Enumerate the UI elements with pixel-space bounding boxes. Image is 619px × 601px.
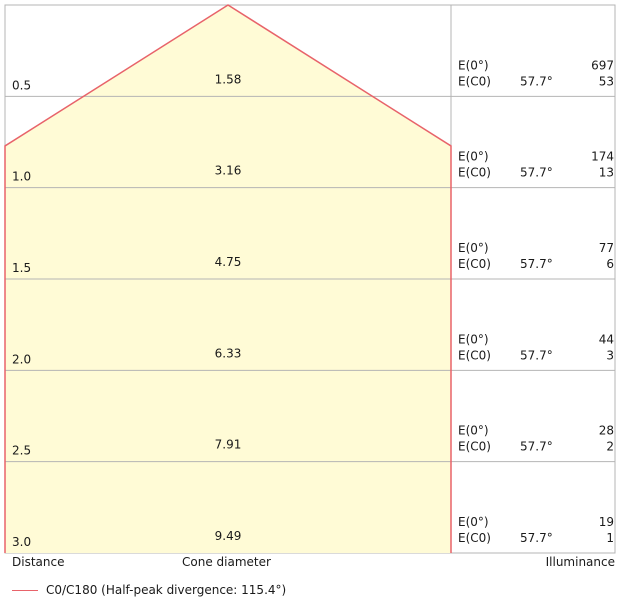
cone-diameter-label: 3.16 <box>215 164 242 178</box>
e0-label: E(0°) <box>458 424 489 438</box>
ec0-label: E(C0) <box>458 531 491 545</box>
angle-label: 57.7° <box>520 531 553 545</box>
e0-value: 19 <box>599 515 614 529</box>
angle-label: 57.7° <box>520 348 553 362</box>
e0-label: E(0°) <box>458 515 489 529</box>
ec0-label: E(C0) <box>458 440 491 454</box>
distance-label: 3.0 <box>12 535 31 549</box>
cone-outline <box>4 4 452 553</box>
angle-label: 57.7° <box>520 166 553 180</box>
distance-label: 1.5 <box>12 261 31 275</box>
ec0-value: 2 <box>606 440 614 454</box>
ec0-label: E(C0) <box>458 74 491 88</box>
distance-axis-label: Distance <box>12 555 65 569</box>
angle-label: 57.7° <box>520 74 553 88</box>
ec0-value: 1 <box>606 531 614 545</box>
ec0-value: 53 <box>599 74 614 88</box>
e0-label: E(0°) <box>458 150 489 164</box>
ec0-label: E(C0) <box>458 166 491 180</box>
cone-diameter-label: 4.75 <box>215 255 242 269</box>
legend: C0/C180 (Half-peak divergence: 115.4°) <box>12 582 286 598</box>
e0-value: 697 <box>591 58 614 72</box>
ec0-label: E(C0) <box>458 348 491 362</box>
cone-diameter-label: 1.58 <box>215 72 242 86</box>
e0-label: E(0°) <box>458 241 489 255</box>
ec0-label: E(C0) <box>458 257 491 271</box>
e0-label: E(0°) <box>458 332 489 346</box>
cone-diameter-label: 6.33 <box>215 346 242 360</box>
cone-diagram: 0.5 1.58 E(0°) E(C0) 57.7° 697 53 1.0 3.16 E(0°) E… <box>4 4 616 554</box>
e0-value: 44 <box>599 332 614 346</box>
angle-label: 57.7° <box>520 257 553 271</box>
ec0-value: 13 <box>599 166 614 180</box>
cone-diameter-label: 9.49 <box>215 529 242 543</box>
cone-diameter-label: 7.91 <box>215 438 242 452</box>
angle-label: 57.7° <box>520 440 553 454</box>
illuminance-axis-label: Illuminance <box>545 555 615 569</box>
legend-label: C0/C180 (Half-peak divergence: 115.4°) <box>46 583 287 597</box>
e0-value: 77 <box>599 241 614 255</box>
ec0-value: 3 <box>606 348 614 362</box>
distance-label: 1.0 <box>12 170 31 184</box>
e0-value: 174 <box>591 150 614 164</box>
ec0-value: 6 <box>606 257 614 271</box>
e0-value: 28 <box>599 424 614 438</box>
legend-swatch <box>12 589 38 591</box>
cone-diameter-axis-label: Cone diameter <box>182 555 271 569</box>
distance-label: 2.5 <box>12 444 31 458</box>
e0-label: E(0°) <box>458 58 489 72</box>
distance-label: 2.0 <box>12 352 31 366</box>
distance-label: 0.5 <box>12 78 31 92</box>
